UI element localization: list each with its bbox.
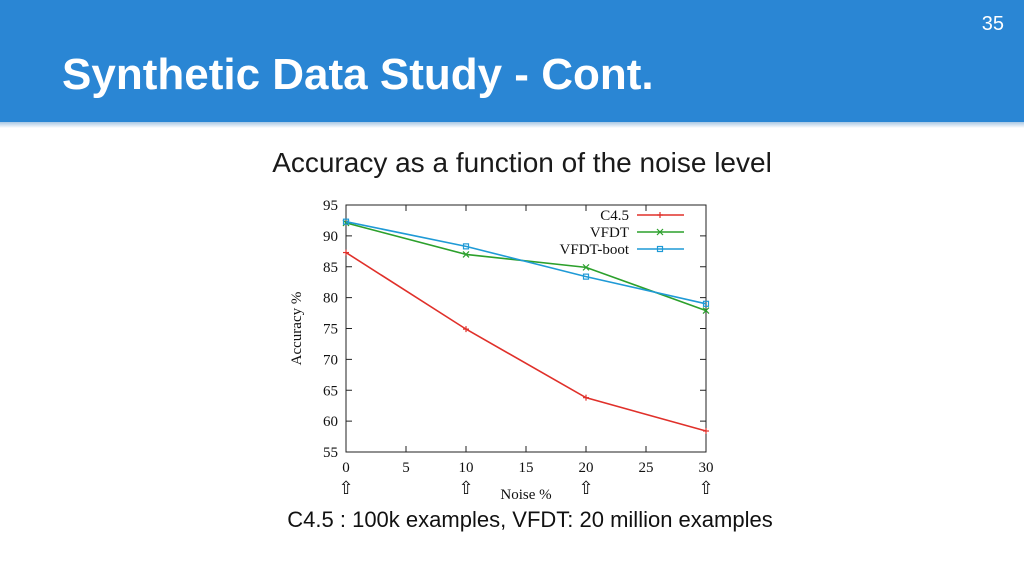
x-tick-label: 25 (639, 460, 654, 476)
legend-marker-c4-5 (657, 212, 663, 218)
legend-marker-vfdt-boot (656, 245, 664, 253)
up-arrow-icon: ⇧ (578, 478, 593, 498)
up-arrow-icon: ⇧ (698, 478, 713, 498)
y-tick-label: 75 (323, 322, 338, 338)
data-point-c4-5 (463, 326, 469, 333)
data-point-c4-5 (703, 428, 709, 435)
data-point-vfdt (462, 250, 470, 258)
x-tick-label: 10 (459, 460, 474, 476)
y-tick-label: 55 (323, 445, 338, 461)
plot-frame (345, 204, 707, 453)
series-line-vfdt-boot (345, 220, 707, 305)
y-tick-label: 80 (323, 291, 338, 307)
slide-number: 35 (981, 13, 1004, 35)
title-bar (0, 0, 1024, 122)
data-point-vfdt-boot (702, 300, 710, 307)
y-tick-label: 90 (323, 229, 338, 245)
data-point-c4-5 (343, 249, 349, 256)
data-point-vfdt-boot (582, 273, 590, 280)
x-tick-label: 5 (402, 460, 410, 476)
slide-title: Synthetic Data Study - Cont. (62, 50, 654, 99)
y-axis-title: Accuracy % (289, 292, 305, 366)
y-tick-label: 65 (323, 383, 338, 399)
y-tick-label: 60 (323, 414, 338, 430)
y-tick-label: 85 (323, 260, 338, 276)
chart-caption: C4.5 : 100k examples, VFDT: 20 million e… (287, 507, 773, 532)
x-tick-label: 20 (579, 460, 594, 476)
y-tick-label: 95 (323, 198, 338, 214)
chart-heading: Accuracy as a function of the noise leve… (272, 147, 772, 178)
data-point-vfdt (582, 263, 590, 271)
x-tick-label: 15 (519, 460, 534, 476)
data-point-c4-5 (583, 394, 589, 401)
x-axis-title: Noise % (500, 487, 551, 503)
y-tick-label: 70 (323, 352, 338, 368)
title-bar-shadow (0, 122, 1024, 128)
up-arrow-icon: ⇧ (338, 478, 353, 498)
data-point-vfdt (702, 307, 710, 315)
legend-label-vfdt-boot: VFDT-boot (560, 242, 630, 258)
legend-label-vfdt: VFDT (590, 225, 629, 241)
legend-marker-vfdt (656, 228, 664, 236)
legend-label-c4-5: C4.5 (600, 208, 629, 224)
series-line-vfdt (345, 222, 707, 312)
data-point-vfdt-boot (342, 218, 350, 225)
series-line-c4-5 (345, 251, 707, 432)
data-point-vfdt-boot (462, 243, 470, 250)
x-tick-label: 30 (699, 460, 714, 476)
up-arrow-icon: ⇧ (458, 478, 473, 498)
x-tick-label: 0 (342, 460, 350, 476)
